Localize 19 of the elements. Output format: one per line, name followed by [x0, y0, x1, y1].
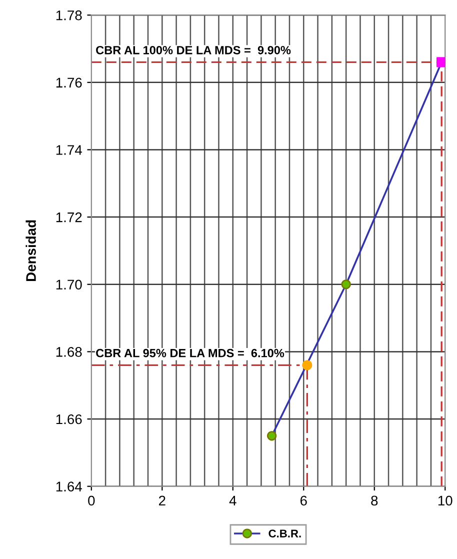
y-tick-label: 1.76 [56, 78, 82, 88]
x-tick-label: 4 [229, 496, 236, 506]
y-tick-label: 1.64 [56, 482, 82, 492]
legend-label: C.B.R. [268, 530, 301, 538]
y-tick-label: 1.66 [56, 414, 82, 424]
y-tick-label: 1.78 [56, 10, 82, 20]
y-tick-label: 1.74 [56, 145, 82, 155]
y-tick-label: 1.68 [56, 347, 82, 357]
annotation: CBR AL 95% DE LA MDS = 6.10% [96, 348, 284, 358]
x-tick-label: 2 [158, 496, 166, 506]
annotation: CBR AL 100% DE LA MDS = 9.90% [96, 46, 291, 54]
y-tick-label: 1.70 [56, 280, 82, 290]
y-axis-title: Densidad [26, 220, 36, 282]
y-tick-label: 1.72 [56, 212, 82, 222]
x-tick-label: 8 [371, 496, 378, 506]
x-tick-label: 10 [438, 496, 452, 506]
x-tick-label: 0 [88, 496, 95, 506]
x-tick-label: 6 [300, 496, 307, 506]
point [302, 360, 312, 370]
